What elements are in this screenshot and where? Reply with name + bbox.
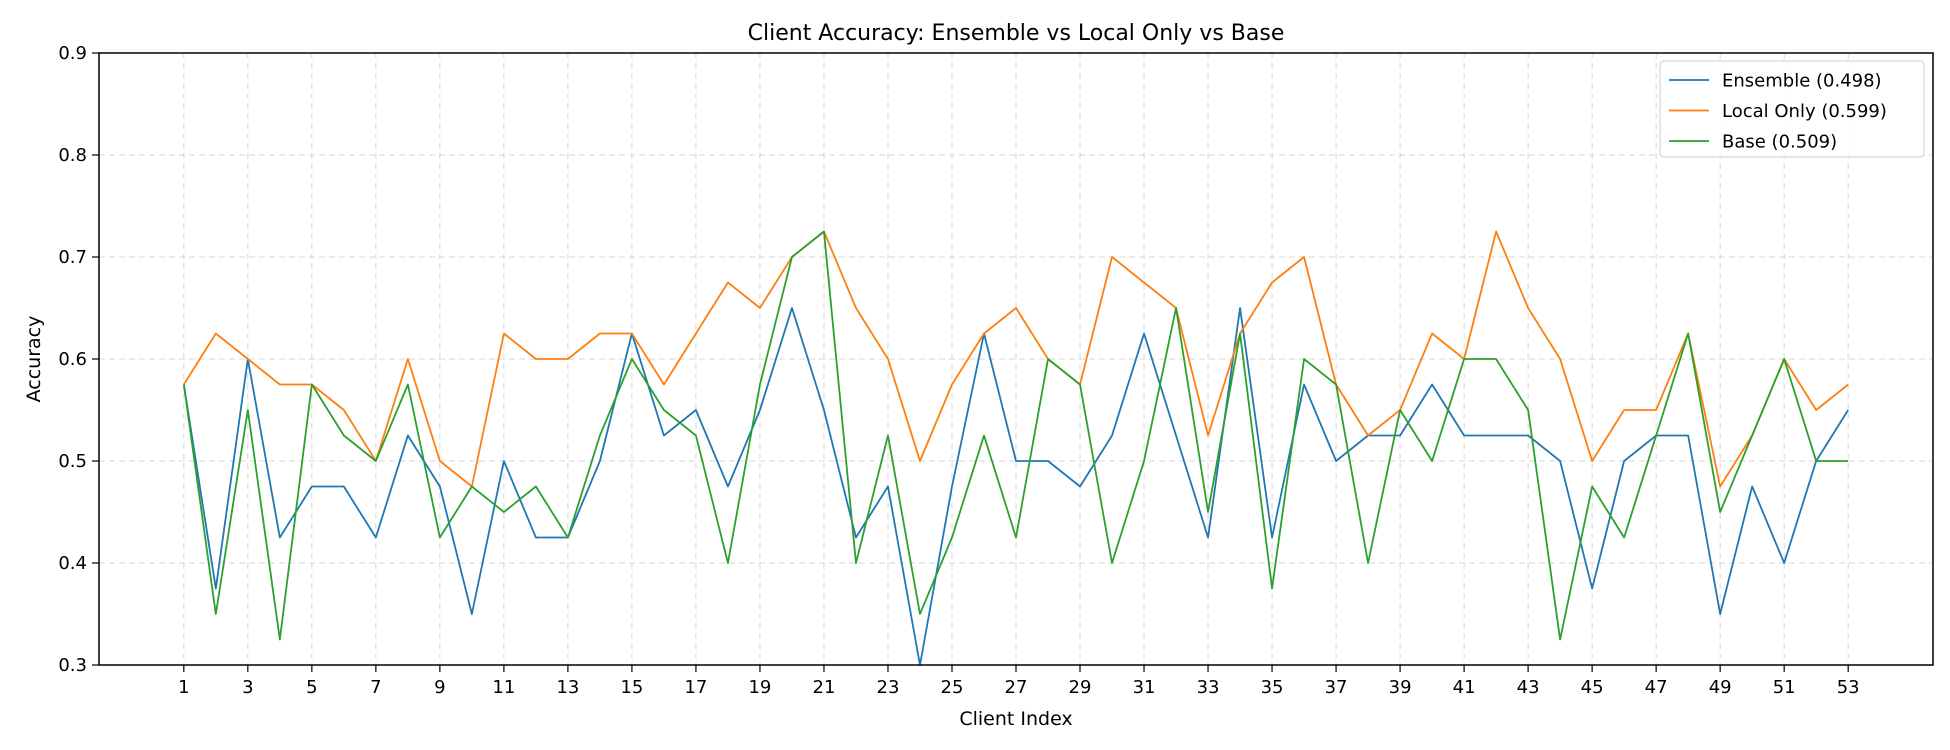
series-line-1 [183, 230, 1849, 488]
x-tick-label: 23 [877, 677, 900, 698]
x-tick-label: 37 [1325, 677, 1348, 698]
x-tick-label: 49 [1709, 677, 1732, 698]
y-tick-label: 0.8 [58, 145, 87, 166]
legend-label: Local Only (0.599) [1722, 101, 1887, 122]
x-tick-label: 25 [941, 677, 964, 698]
x-tick-label: 35 [1261, 677, 1284, 698]
x-tick-label: 41 [1453, 677, 1476, 698]
x-tick-label: 17 [684, 677, 707, 698]
legend-box [1659, 60, 1925, 158]
x-tick-label: 47 [1645, 677, 1668, 698]
x-tick-label: 45 [1581, 677, 1604, 698]
legend-label: Base (0.509) [1722, 132, 1837, 153]
x-tick-label: 11 [492, 677, 515, 698]
y-tick-label: 0.6 [58, 349, 87, 370]
y-tick-label: 0.9 [58, 43, 87, 64]
x-tick-label: 9 [434, 677, 445, 698]
x-tick-label: 19 [748, 677, 771, 698]
x-tick-label: 15 [620, 677, 643, 698]
y-axis-ticks: 0.3 0.4 0.5 0.6 0.7 0.8 0.9 [58, 43, 99, 676]
y-axis-label: Accuracy [23, 316, 45, 403]
x-tick-label: 1 [178, 677, 189, 698]
series-lines [182, 230, 1849, 666]
series-line-0 [182, 307, 1849, 666]
legend: Ensemble (0.498) Local Only (0.599) Base (… [1659, 60, 1925, 158]
x-tick-label: 43 [1517, 677, 1540, 698]
x-tick-label: 7 [370, 677, 381, 698]
x-axis-label: Client Index [959, 708, 1072, 730]
y-tick-label: 0.5 [58, 451, 87, 472]
x-tick-label: 29 [1069, 677, 1092, 698]
y-tick-label: 0.7 [58, 247, 87, 268]
x-tick-label: 3 [242, 677, 253, 698]
x-tick-label: 21 [813, 677, 836, 698]
chart-title: Client Accuracy: Ensemble vs Local Only … [748, 21, 1285, 46]
x-tick-label: 33 [1197, 677, 1220, 698]
x-axis-ticks: 1 3 5 7 9 11 13 15 17 19 21 23 25 27 29 31 33 35 37 39 41 43 4… [178, 665, 1860, 698]
x-tick-label: 53 [1837, 677, 1860, 698]
x-tick-label: 31 [1133, 677, 1156, 698]
x-tick-label: 5 [306, 677, 317, 698]
x-tick-label: 13 [556, 677, 579, 698]
x-tick-label: 39 [1389, 677, 1412, 698]
series-line-2 [182, 230, 1849, 641]
x-tick-label: 51 [1773, 677, 1796, 698]
y-tick-label: 0.4 [58, 553, 87, 574]
x-tick-label: 27 [1005, 677, 1028, 698]
y-tick-label: 0.3 [58, 655, 87, 676]
legend-label: Ensemble (0.498) [1722, 71, 1882, 92]
